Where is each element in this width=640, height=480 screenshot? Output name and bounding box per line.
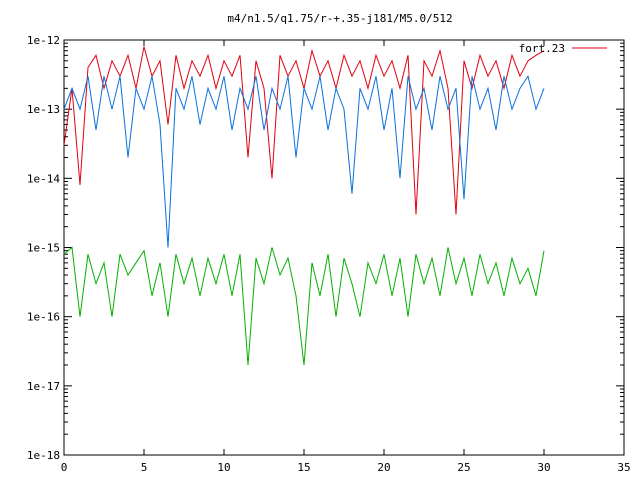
y-tick-label: 1e-14 bbox=[27, 172, 60, 185]
y-tick-label: 1e-18 bbox=[27, 449, 60, 462]
series-line-1 bbox=[63, 74, 545, 248]
y-tick-label: 1e-12 bbox=[27, 34, 60, 47]
plot-frame bbox=[63, 39, 625, 456]
series-layer bbox=[63, 46, 545, 366]
legend: fort.23 bbox=[519, 42, 607, 55]
x-tick-label: 15 bbox=[297, 461, 310, 474]
x-tick-label: 20 bbox=[377, 461, 390, 474]
x-tick-label: 10 bbox=[217, 461, 230, 474]
y-tick-label: 1e-16 bbox=[27, 311, 60, 324]
x-tick-label: 25 bbox=[457, 461, 470, 474]
series-line-2 bbox=[63, 246, 545, 366]
series-line-0 bbox=[63, 46, 545, 215]
y-axis: 1e-12 1e-13 1e-14 1e-15 1e-16 1e-17 1e-18 bbox=[27, 34, 624, 462]
x-tick-label: 0 bbox=[61, 461, 68, 474]
x-tick-label: 5 bbox=[141, 461, 148, 474]
x-tick-label: 35 bbox=[617, 461, 630, 474]
x-axis: 0 5 10 15 20 25 30 35 bbox=[61, 40, 631, 474]
y-tick-label: 1e-13 bbox=[27, 103, 60, 116]
legend-label: fort.23 bbox=[519, 42, 565, 55]
x-tick-label: 30 bbox=[537, 461, 550, 474]
chart-title: m4/n1.5/q1.75/r-+.35-j181/M5.0/512 bbox=[227, 12, 452, 25]
y-tick-label: 1e-15 bbox=[27, 242, 60, 255]
y-tick-label: 1e-17 bbox=[27, 380, 60, 393]
